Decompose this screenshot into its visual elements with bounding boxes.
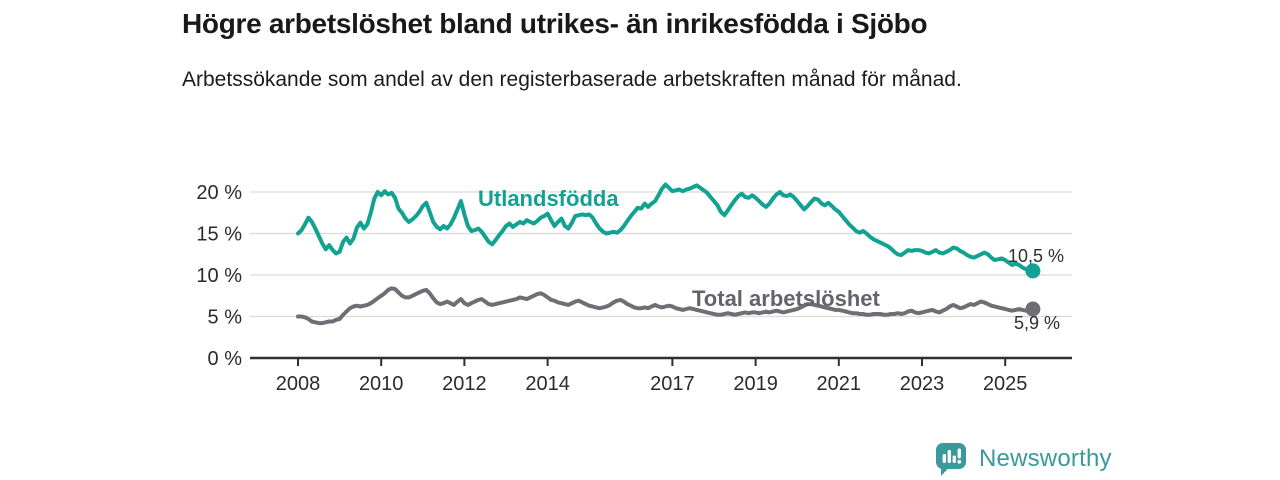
svg-text:15 %: 15 %: [196, 224, 242, 246]
svg-text:2012: 2012: [442, 373, 487, 395]
chart-title: Högre arbetslöshet bland utrikes- än inr…: [182, 8, 928, 39]
svg-text:2019: 2019: [733, 373, 778, 395]
svg-text:2025: 2025: [983, 373, 1028, 395]
svg-text:2008: 2008: [276, 373, 321, 395]
chart-subtitle: Arbetssökande som andel av den registerb…: [182, 68, 962, 91]
svg-text:2017: 2017: [650, 373, 695, 395]
svg-text:0 %: 0 %: [208, 348, 243, 370]
bar-chart-speech-bubble-icon: [936, 443, 966, 476]
svg-text:20 %: 20 %: [196, 182, 242, 204]
series-label-utlandsfodda: Utlandsfödda: [478, 186, 619, 211]
newsworthy-logo: Newsworthy: [932, 440, 1112, 478]
svg-text:2010: 2010: [359, 373, 404, 395]
series-label-total-arbetsloshet: Total arbetslöshet: [692, 286, 880, 311]
svg-text:10 %: 10 %: [196, 265, 242, 287]
end-value-label-total: 5,9 %: [1014, 313, 1061, 333]
svg-text:2021: 2021: [817, 373, 862, 395]
newsworthy-wordmark: Newsworthy: [979, 445, 1112, 472]
end-value-label-utlandsfodda: 10,5 %: [1008, 246, 1065, 266]
svg-text:5 %: 5 %: [208, 307, 243, 329]
svg-text:2023: 2023: [900, 373, 945, 395]
svg-text:2014: 2014: [525, 373, 570, 395]
